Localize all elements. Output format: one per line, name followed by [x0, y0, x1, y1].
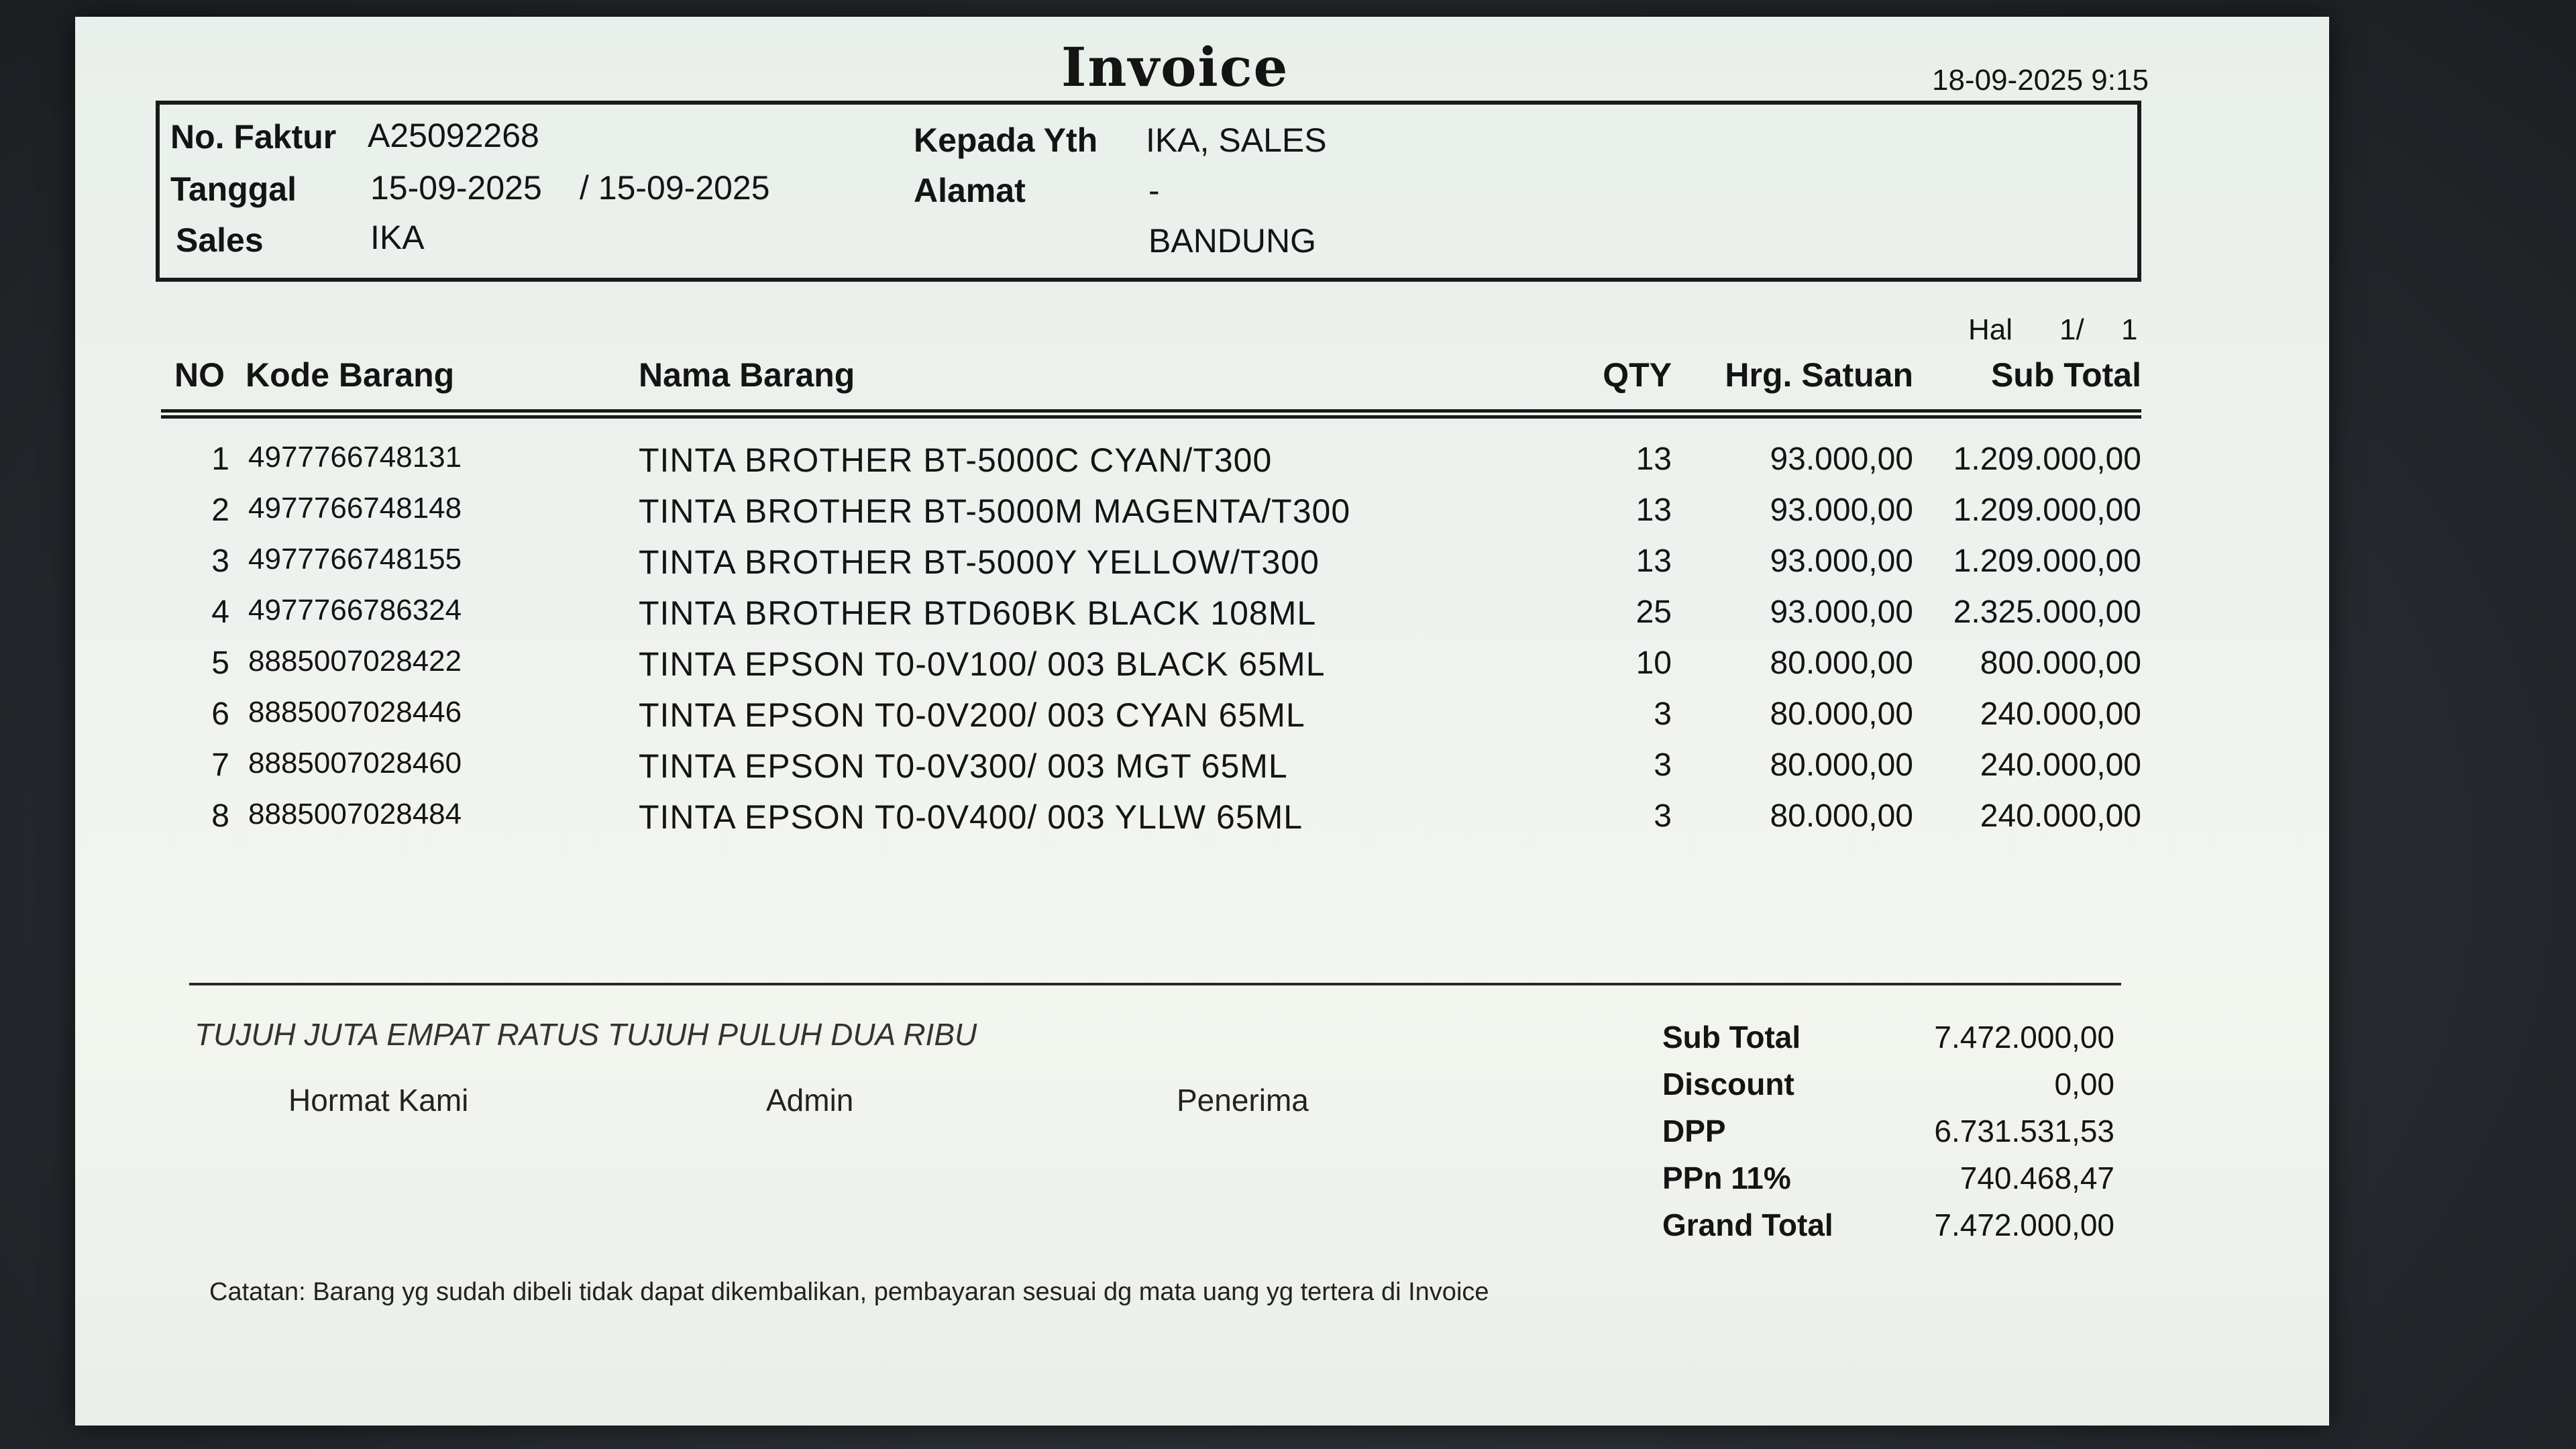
row-kode: 4977766748131	[248, 441, 462, 474]
row-qty: 3	[1654, 747, 1672, 783]
ppn-label: PPn 11%	[1662, 1161, 1791, 1195]
row-subtotal: 240.000,00	[1980, 747, 2141, 783]
row-nama: TINTA EPSON T0-0V100/ 003 BLACK 65ML	[639, 645, 1326, 683]
row-harga: 80.000,00	[1770, 645, 1913, 681]
tanggal-to-value: / 15-09-2025	[580, 169, 770, 207]
sales-label: Sales	[176, 221, 264, 259]
row-kode: 8885007028422	[248, 645, 462, 678]
row-subtotal: 1.209.000,00	[1953, 492, 2141, 528]
column-header-nama: Nama Barang	[639, 356, 855, 394]
grand-total-label: Grand Total	[1662, 1208, 1833, 1242]
row-kode: 4977766748155	[248, 543, 462, 576]
row-subtotal: 2.325.000,00	[1953, 594, 2141, 630]
row-subtotal: 800.000,00	[1980, 645, 2141, 681]
row-harga: 93.000,00	[1770, 492, 1913, 528]
no-faktur-label: No. Faktur	[170, 118, 337, 156]
row-kode: 8885007028484	[248, 798, 462, 830]
footer-rule	[189, 983, 2121, 985]
row-harga: 80.000,00	[1770, 798, 1913, 834]
row-no: 3	[211, 543, 229, 579]
row-nama: TINTA BROTHER BT-5000Y YELLOW/T300	[639, 543, 1320, 581]
table-row: 6 8885007028446 TINTA EPSON T0-0V200/ 00…	[75, 696, 2329, 747]
header-double-rule	[161, 409, 2141, 419]
ppn-value: 740.468,47	[1960, 1161, 2114, 1195]
row-harga: 80.000,00	[1770, 747, 1913, 783]
row-qty: 3	[1654, 696, 1672, 732]
invoice-page: Invoice 18-09-2025 9:15 No. Faktur A2509…	[75, 17, 2329, 1426]
table-row: 8 8885007028484 TINTA EPSON T0-0V400/ 00…	[75, 798, 2329, 849]
discount-value: 0,00	[2054, 1067, 2114, 1102]
tanggal-label: Tanggal	[170, 170, 297, 208]
row-subtotal: 240.000,00	[1980, 696, 2141, 732]
alamat-line1: -	[1148, 172, 1160, 209]
table-row: 7 8885007028460 TINTA EPSON T0-0V300/ 00…	[75, 747, 2329, 798]
row-harga: 93.000,00	[1770, 441, 1913, 477]
subtotal-label: Sub Total	[1662, 1020, 1801, 1055]
no-faktur-value: A25092268	[368, 117, 539, 154]
column-header-subtotal: Sub Total	[1990, 356, 2141, 394]
row-qty: 10	[1635, 645, 1672, 681]
table-row: 5 8885007028422 TINTA EPSON T0-0V100/ 00…	[75, 645, 2329, 696]
row-qty: 13	[1635, 441, 1672, 477]
row-kode: 8885007028446	[248, 696, 462, 729]
dpp-label: DPP	[1662, 1114, 1726, 1148]
row-no: 8	[211, 798, 229, 834]
row-no: 7	[211, 747, 229, 783]
table-row: 1 4977766748131 TINTA BROTHER BT-5000C C…	[75, 441, 2329, 492]
alamat-label: Alamat	[914, 172, 1026, 209]
row-qty: 13	[1635, 492, 1672, 528]
row-subtotal: 240.000,00	[1980, 798, 2141, 834]
column-header-qty: QTY	[1603, 356, 1672, 394]
printed-timestamp: 18-09-2025 9:15	[1932, 64, 2149, 97]
row-kode: 4977766786324	[248, 594, 462, 627]
table-row: 4 4977766786324 TINTA BROTHER BTD60BK BL…	[75, 594, 2329, 645]
amount-in-words: TUJUH JUTA EMPAT RATUS TUJUH PULUH DUA R…	[195, 1017, 977, 1052]
dpp-value: 6.731.531,53	[1934, 1114, 2114, 1148]
row-kode: 4977766748148	[248, 492, 462, 525]
table-row: 2 4977766748148 TINTA BROTHER BT-5000M M…	[75, 492, 2329, 543]
kepada-value: IKA, SALES	[1146, 121, 1327, 159]
page-label: Hal	[1968, 313, 2013, 346]
row-harga: 93.000,00	[1770, 543, 1913, 579]
row-no: 4	[211, 594, 229, 630]
signature-penerima: Penerima	[1177, 1083, 1309, 1118]
row-no: 5	[211, 645, 229, 681]
column-header-no: NO	[174, 356, 225, 394]
row-qty: 25	[1635, 594, 1672, 630]
invoice-title: Invoice	[1061, 36, 1289, 99]
row-harga: 93.000,00	[1770, 594, 1913, 630]
row-kode: 8885007028460	[248, 747, 462, 780]
row-no: 1	[211, 441, 229, 477]
subtotal-value: 7.472.000,00	[1934, 1020, 2114, 1055]
column-header-kode: Kode Barang	[246, 356, 455, 394]
row-nama: TINTA BROTHER BTD60BK BLACK 108ML	[639, 594, 1317, 632]
grand-total-value: 7.472.000,00	[1934, 1208, 2114, 1242]
row-qty: 3	[1654, 798, 1672, 834]
row-subtotal: 1.209.000,00	[1953, 441, 2141, 477]
invoice-header-box	[156, 101, 2141, 282]
page-total: 1	[2121, 313, 2138, 346]
signature-hormat-kami: Hormat Kami	[288, 1083, 469, 1118]
kepada-label: Kepada Yth	[914, 121, 1098, 159]
row-qty: 13	[1635, 543, 1672, 579]
row-nama: TINTA BROTHER BT-5000C CYAN/T300	[639, 441, 1273, 479]
signature-admin: Admin	[766, 1083, 854, 1118]
sales-value: IKA	[370, 219, 425, 256]
page-current: 1/	[2059, 313, 2084, 346]
row-nama: TINTA EPSON T0-0V400/ 003 YLLW 65ML	[639, 798, 1303, 836]
row-nama: TINTA EPSON T0-0V300/ 003 MGT 65ML	[639, 747, 1288, 785]
row-nama: TINTA BROTHER BT-5000M MAGENTA/T300	[639, 492, 1351, 530]
row-nama: TINTA EPSON T0-0V200/ 003 CYAN 65ML	[639, 696, 1305, 734]
tanggal-value: 15-09-2025	[370, 169, 542, 207]
row-no: 2	[211, 492, 229, 528]
discount-label: Discount	[1662, 1067, 1794, 1102]
table-row: 3 4977766748155 TINTA BROTHER BT-5000Y Y…	[75, 543, 2329, 594]
alamat-line2: BANDUNG	[1148, 222, 1317, 260]
invoice-note: Catatan: Barang yg sudah dibeli tidak da…	[209, 1278, 1489, 1306]
row-no: 6	[211, 696, 229, 732]
row-subtotal: 1.209.000,00	[1953, 543, 2141, 579]
row-harga: 80.000,00	[1770, 696, 1913, 732]
column-header-harga: Hrg. Satuan	[1725, 356, 1913, 394]
